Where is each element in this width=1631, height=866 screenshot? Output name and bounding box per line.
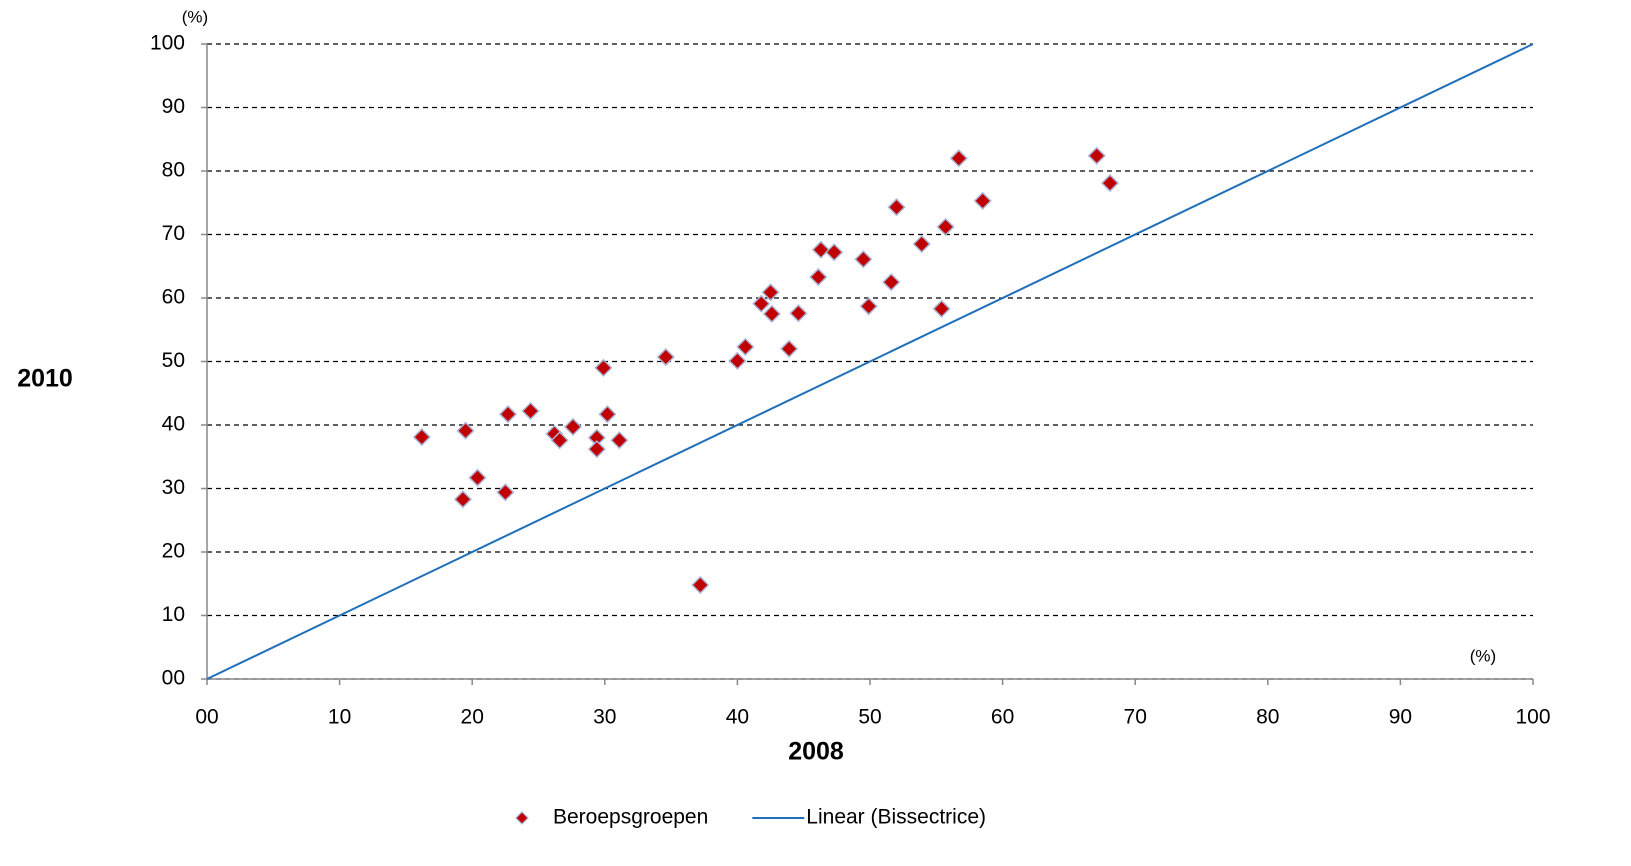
point <box>936 217 955 236</box>
y-tick-label: 100 <box>150 32 185 55</box>
point <box>949 149 968 168</box>
point <box>598 405 617 424</box>
point <box>496 483 515 502</box>
point <box>736 337 755 356</box>
point <box>412 428 431 447</box>
point <box>752 294 771 313</box>
x-tick-label: 10 <box>328 706 351 729</box>
x-unit: (%) <box>1470 646 1496 665</box>
point <box>456 421 475 440</box>
y-tick-label: 50 <box>162 349 185 372</box>
x-tick-label: 20 <box>461 706 484 729</box>
legend-label: Linear (Bissectrice) <box>806 806 986 829</box>
x-axis-title: 2008 <box>788 738 844 766</box>
legend-swatch <box>515 811 529 825</box>
point <box>691 575 710 595</box>
y-tick-label: 10 <box>162 603 185 626</box>
trend-line <box>206 43 1534 680</box>
point <box>882 273 901 292</box>
point <box>728 351 747 370</box>
point <box>887 198 906 217</box>
y-tick-label: 40 <box>162 413 185 436</box>
point <box>854 250 873 269</box>
point <box>521 401 540 421</box>
point <box>594 358 613 377</box>
x-tick-label: 70 <box>1124 706 1147 729</box>
y-tick-label: 00 <box>162 667 185 690</box>
point <box>656 347 675 367</box>
point <box>761 283 780 302</box>
x-tick-label: 00 <box>195 706 218 729</box>
x-tick-label: 80 <box>1256 706 1279 729</box>
y-unit: (%) <box>182 7 208 26</box>
y-tick-label: 20 <box>162 540 185 563</box>
point <box>550 431 569 450</box>
x-tick-label: 90 <box>1389 706 1412 729</box>
x-tick-label: 50 <box>858 706 881 729</box>
point <box>762 304 781 323</box>
point <box>932 299 951 318</box>
y-axis-title: 2010 <box>17 365 73 393</box>
point <box>811 240 830 259</box>
y-tick-label: 30 <box>162 476 185 499</box>
point <box>1100 174 1120 193</box>
point <box>610 431 629 450</box>
x-tick-label: 100 <box>1515 706 1550 729</box>
point <box>973 191 992 210</box>
x-tick-label: 60 <box>991 706 1014 729</box>
point <box>468 468 487 487</box>
legend-label: Beroepsgroepen <box>553 806 708 829</box>
point <box>859 297 878 316</box>
point <box>1087 146 1106 165</box>
point <box>789 304 808 323</box>
x-tick-label: 30 <box>593 706 616 729</box>
point <box>912 234 931 254</box>
point <box>563 417 583 436</box>
point <box>809 267 828 287</box>
y-tick-label: 70 <box>162 222 185 245</box>
point <box>780 339 799 358</box>
y-tick-label: 90 <box>162 95 185 118</box>
point <box>453 490 472 509</box>
x-tick-label: 40 <box>726 706 749 729</box>
point <box>825 243 844 262</box>
y-tick-label: 60 <box>162 286 185 309</box>
point <box>587 440 606 459</box>
y-tick-label: 80 <box>162 159 185 182</box>
point <box>498 405 518 424</box>
